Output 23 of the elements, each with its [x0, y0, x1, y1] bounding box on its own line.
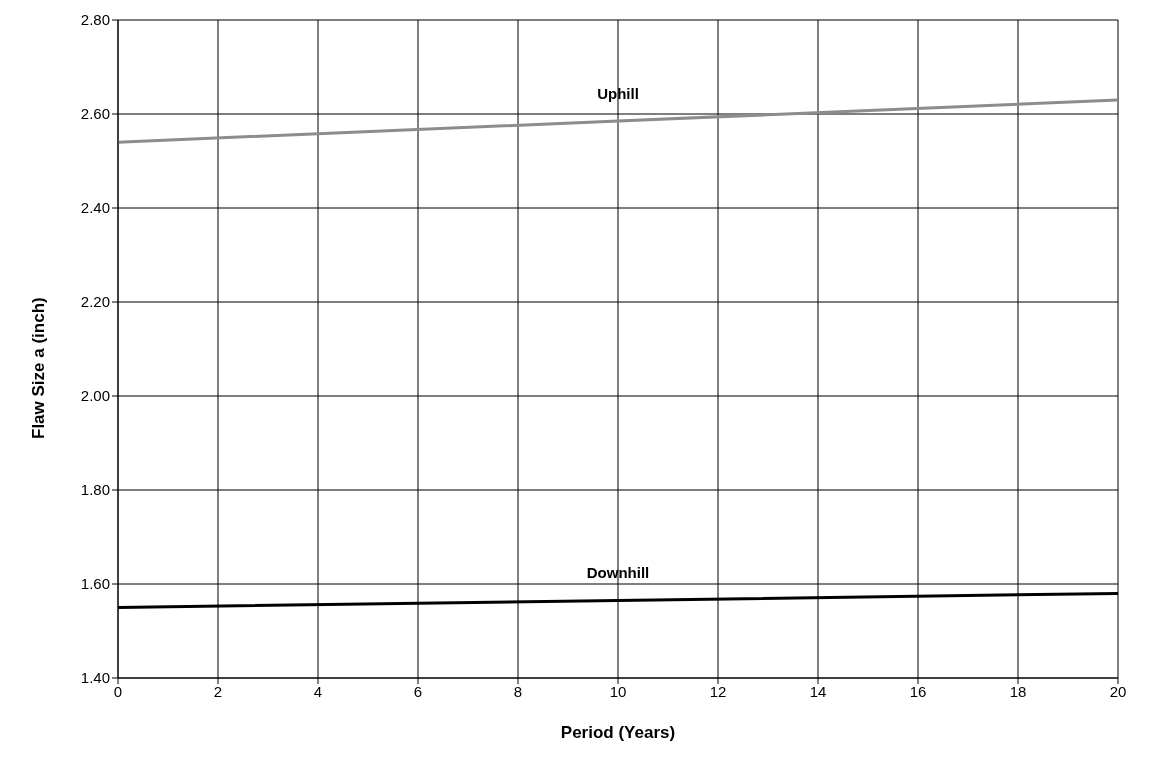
y-tick-label: 2.60 [80, 105, 110, 123]
x-tick-label: 0 [113, 682, 123, 700]
series-label: Downhill [586, 564, 650, 582]
y-tick-label: 1.40 [80, 669, 110, 687]
x-tick-label: 18 [1009, 682, 1027, 700]
y-tick-label: 2.20 [80, 293, 110, 311]
x-tick-label: 2 [213, 682, 223, 700]
x-tick-label: 10 [609, 682, 627, 700]
series-label: Uphill [597, 85, 639, 103]
y-tick-label: 2.40 [80, 199, 110, 217]
x-tick-label: 14 [809, 682, 827, 700]
x-tick-label: 16 [909, 682, 927, 700]
x-tick-label: 20 [1109, 682, 1127, 700]
x-tick-label: 8 [513, 682, 523, 700]
y-tick-label: 2.80 [80, 11, 110, 29]
y-tick-label: 1.80 [80, 481, 110, 499]
y-tick-label: 2.00 [80, 387, 110, 405]
y-tick-label: 1.60 [80, 575, 110, 593]
x-axis-title: Period (Years) [560, 723, 676, 742]
x-tick-label: 6 [413, 682, 423, 700]
y-axis-title: Flaw Size a (inch) [29, 297, 49, 439]
x-tick-label: 12 [709, 682, 727, 700]
x-tick-label: 4 [313, 682, 323, 700]
